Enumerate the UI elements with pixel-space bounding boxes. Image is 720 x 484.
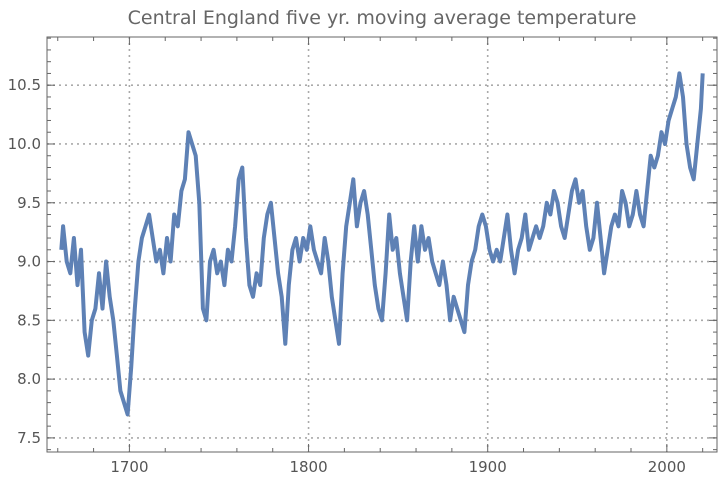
x-tick-label: 2000	[648, 458, 686, 476]
y-tick-label: 10.0	[8, 135, 41, 153]
temperature-series-line	[59, 71, 705, 417]
grid	[47, 37, 717, 452]
x-tick-label: 1800	[289, 458, 327, 476]
x-tick-label: 1700	[110, 458, 148, 476]
chart-title: Central England five yr. moving average …	[128, 7, 637, 29]
y-tick-label: 9.5	[17, 194, 41, 212]
y-tick-label: 7.5	[17, 429, 41, 447]
y-tick-label: 10.5	[8, 76, 41, 94]
y-tick-label: 8.0	[17, 370, 41, 388]
plot-frame	[46, 36, 718, 453]
y-tick-label: 8.5	[17, 311, 41, 329]
axis-ticks: 1700 1800 1900 2000 7.5 8.0 8.5 9.0 9.5 10.0 10.5	[8, 37, 717, 476]
plot-border	[46, 36, 718, 453]
y-tick-label: 9.0	[17, 253, 41, 271]
x-tick-label: 1900	[469, 458, 507, 476]
